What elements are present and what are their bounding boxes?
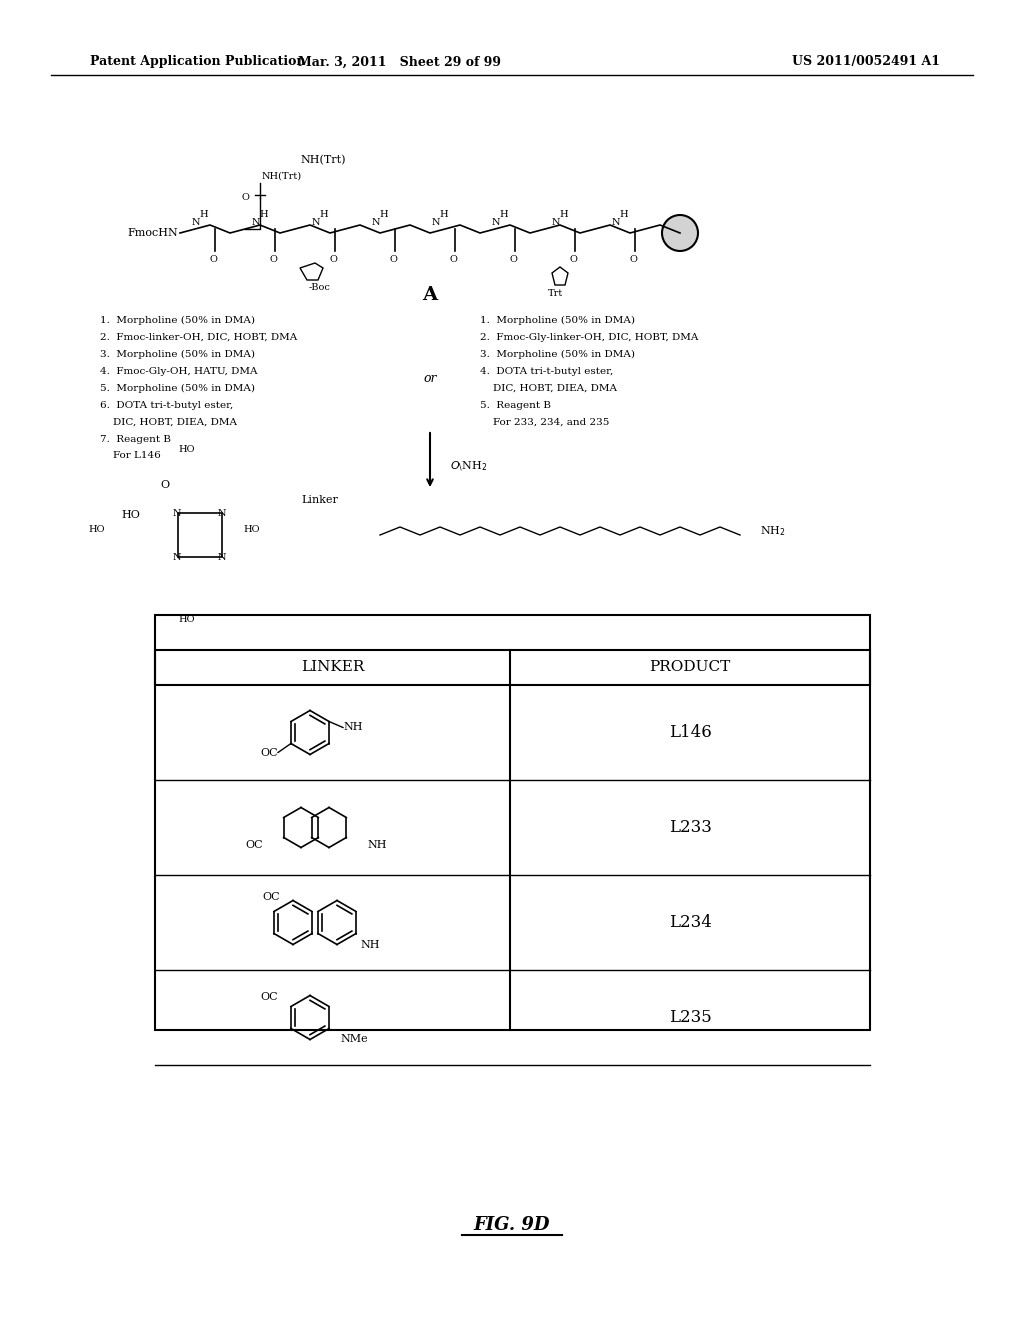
Text: OC: OC [246,841,263,850]
Text: H: H [500,210,508,219]
Text: NH: NH [367,841,386,850]
Text: Patent Application Publication: Patent Application Publication [90,55,305,69]
Text: O: O [450,255,457,264]
Text: HO: HO [178,615,195,624]
Text: N: N [311,218,321,227]
Text: NMe: NMe [340,1035,368,1044]
Text: 1.  Morpholine (50% in DMA): 1. Morpholine (50% in DMA) [480,315,635,325]
Text: PRODUCT: PRODUCT [649,660,731,675]
Text: Trt: Trt [548,289,562,297]
Text: OC: OC [262,892,280,903]
Text: O: O [209,255,217,264]
Text: DIC, HOBT, DIEA, DMA: DIC, HOBT, DIEA, DMA [480,384,617,392]
Text: N: N [611,218,621,227]
Text: O: O [569,255,577,264]
Text: For L146: For L146 [100,451,161,461]
Text: HO: HO [121,510,140,520]
Bar [155,649,870,685]
Text: N: N [191,218,201,227]
Text: 5.  Morpholine (50% in DMA): 5. Morpholine (50% in DMA) [100,383,255,392]
Text: NH(Trt): NH(Trt) [262,172,302,181]
Text: 2.  Fmoc-Gly-linker-OH, DIC, HOBT, DMA: 2. Fmoc-Gly-linker-OH, DIC, HOBT, DMA [480,333,698,342]
Text: 4.  DOTA tri-t-butyl ester,: 4. DOTA tri-t-butyl ester, [480,367,613,375]
Text: H: H [319,210,329,219]
Text: L146: L146 [669,723,712,741]
Text: H: H [380,210,388,219]
Text: NH$_2$: NH$_2$ [760,524,785,539]
Text: N: N [173,553,181,562]
Text: H: H [439,210,449,219]
Text: N: N [252,218,260,227]
Text: 7.  Reagent B: 7. Reagent B [100,434,171,444]
Text: Mar. 3, 2011   Sheet 29 of 99: Mar. 3, 2011 Sheet 29 of 99 [299,55,502,69]
Text: L233: L233 [669,818,712,836]
Text: H: H [200,210,208,219]
Text: N: N [218,553,226,562]
Text: 1.  Morpholine (50% in DMA): 1. Morpholine (50% in DMA) [100,315,255,325]
Text: FmocHN: FmocHN [127,228,178,238]
Text: HO: HO [244,525,260,535]
Text: LINKER: LINKER [301,660,365,675]
Text: N: N [173,508,181,517]
Text: O: O [509,255,517,264]
Text: NH(Trt): NH(Trt) [300,154,345,165]
Text: L234: L234 [669,913,712,931]
Text: 6.  DOTA tri-t-butyl ester,: 6. DOTA tri-t-butyl ester, [100,400,233,409]
Text: OC: OC [260,993,278,1002]
Text: O: O [161,480,170,490]
Circle shape [662,215,698,251]
Text: N: N [218,508,226,517]
Text: N: N [372,218,380,227]
Text: A: A [423,286,437,304]
Text: US 2011/0052491 A1: US 2011/0052491 A1 [792,55,940,69]
Text: H: H [620,210,629,219]
Text: DIC, HOBT, DIEA, DMA: DIC, HOBT, DIEA, DMA [100,417,237,426]
Text: N: N [552,218,560,227]
Text: $O_{\backslash}$NH$_2$: $O_{\backslash}$NH$_2$ [450,459,487,474]
Text: H: H [260,210,268,219]
Text: O: O [241,193,249,202]
Text: HO: HO [88,525,105,535]
Text: O: O [329,255,337,264]
Text: Linker: Linker [301,495,339,506]
Text: or: or [423,372,437,385]
Text: O: O [269,255,276,264]
Text: FIG. 9D: FIG. 9D [474,1216,550,1234]
Text: -Boc: -Boc [309,284,331,293]
Text: O: O [389,255,397,264]
Text: N: N [432,218,440,227]
Bar [155,615,870,1030]
Text: L235: L235 [669,1008,712,1026]
Text: H: H [560,210,568,219]
Text: NH: NH [360,940,380,949]
Text: 5.  Reagent B: 5. Reagent B [480,400,551,409]
Text: NH: NH [343,722,362,733]
Text: N: N [492,218,501,227]
Text: O: O [629,255,637,264]
Text: 4.  Fmoc-Gly-OH, HATU, DMA: 4. Fmoc-Gly-OH, HATU, DMA [100,367,257,375]
Text: HO: HO [178,446,195,454]
Text: 3.  Morpholine (50% in DMA): 3. Morpholine (50% in DMA) [480,350,635,359]
Text: OC: OC [260,747,278,758]
Text: For 233, 234, and 235: For 233, 234, and 235 [480,417,609,426]
Text: 3.  Morpholine (50% in DMA): 3. Morpholine (50% in DMA) [100,350,255,359]
Text: 2.  Fmoc-linker-OH, DIC, HOBT, DMA: 2. Fmoc-linker-OH, DIC, HOBT, DMA [100,333,297,342]
